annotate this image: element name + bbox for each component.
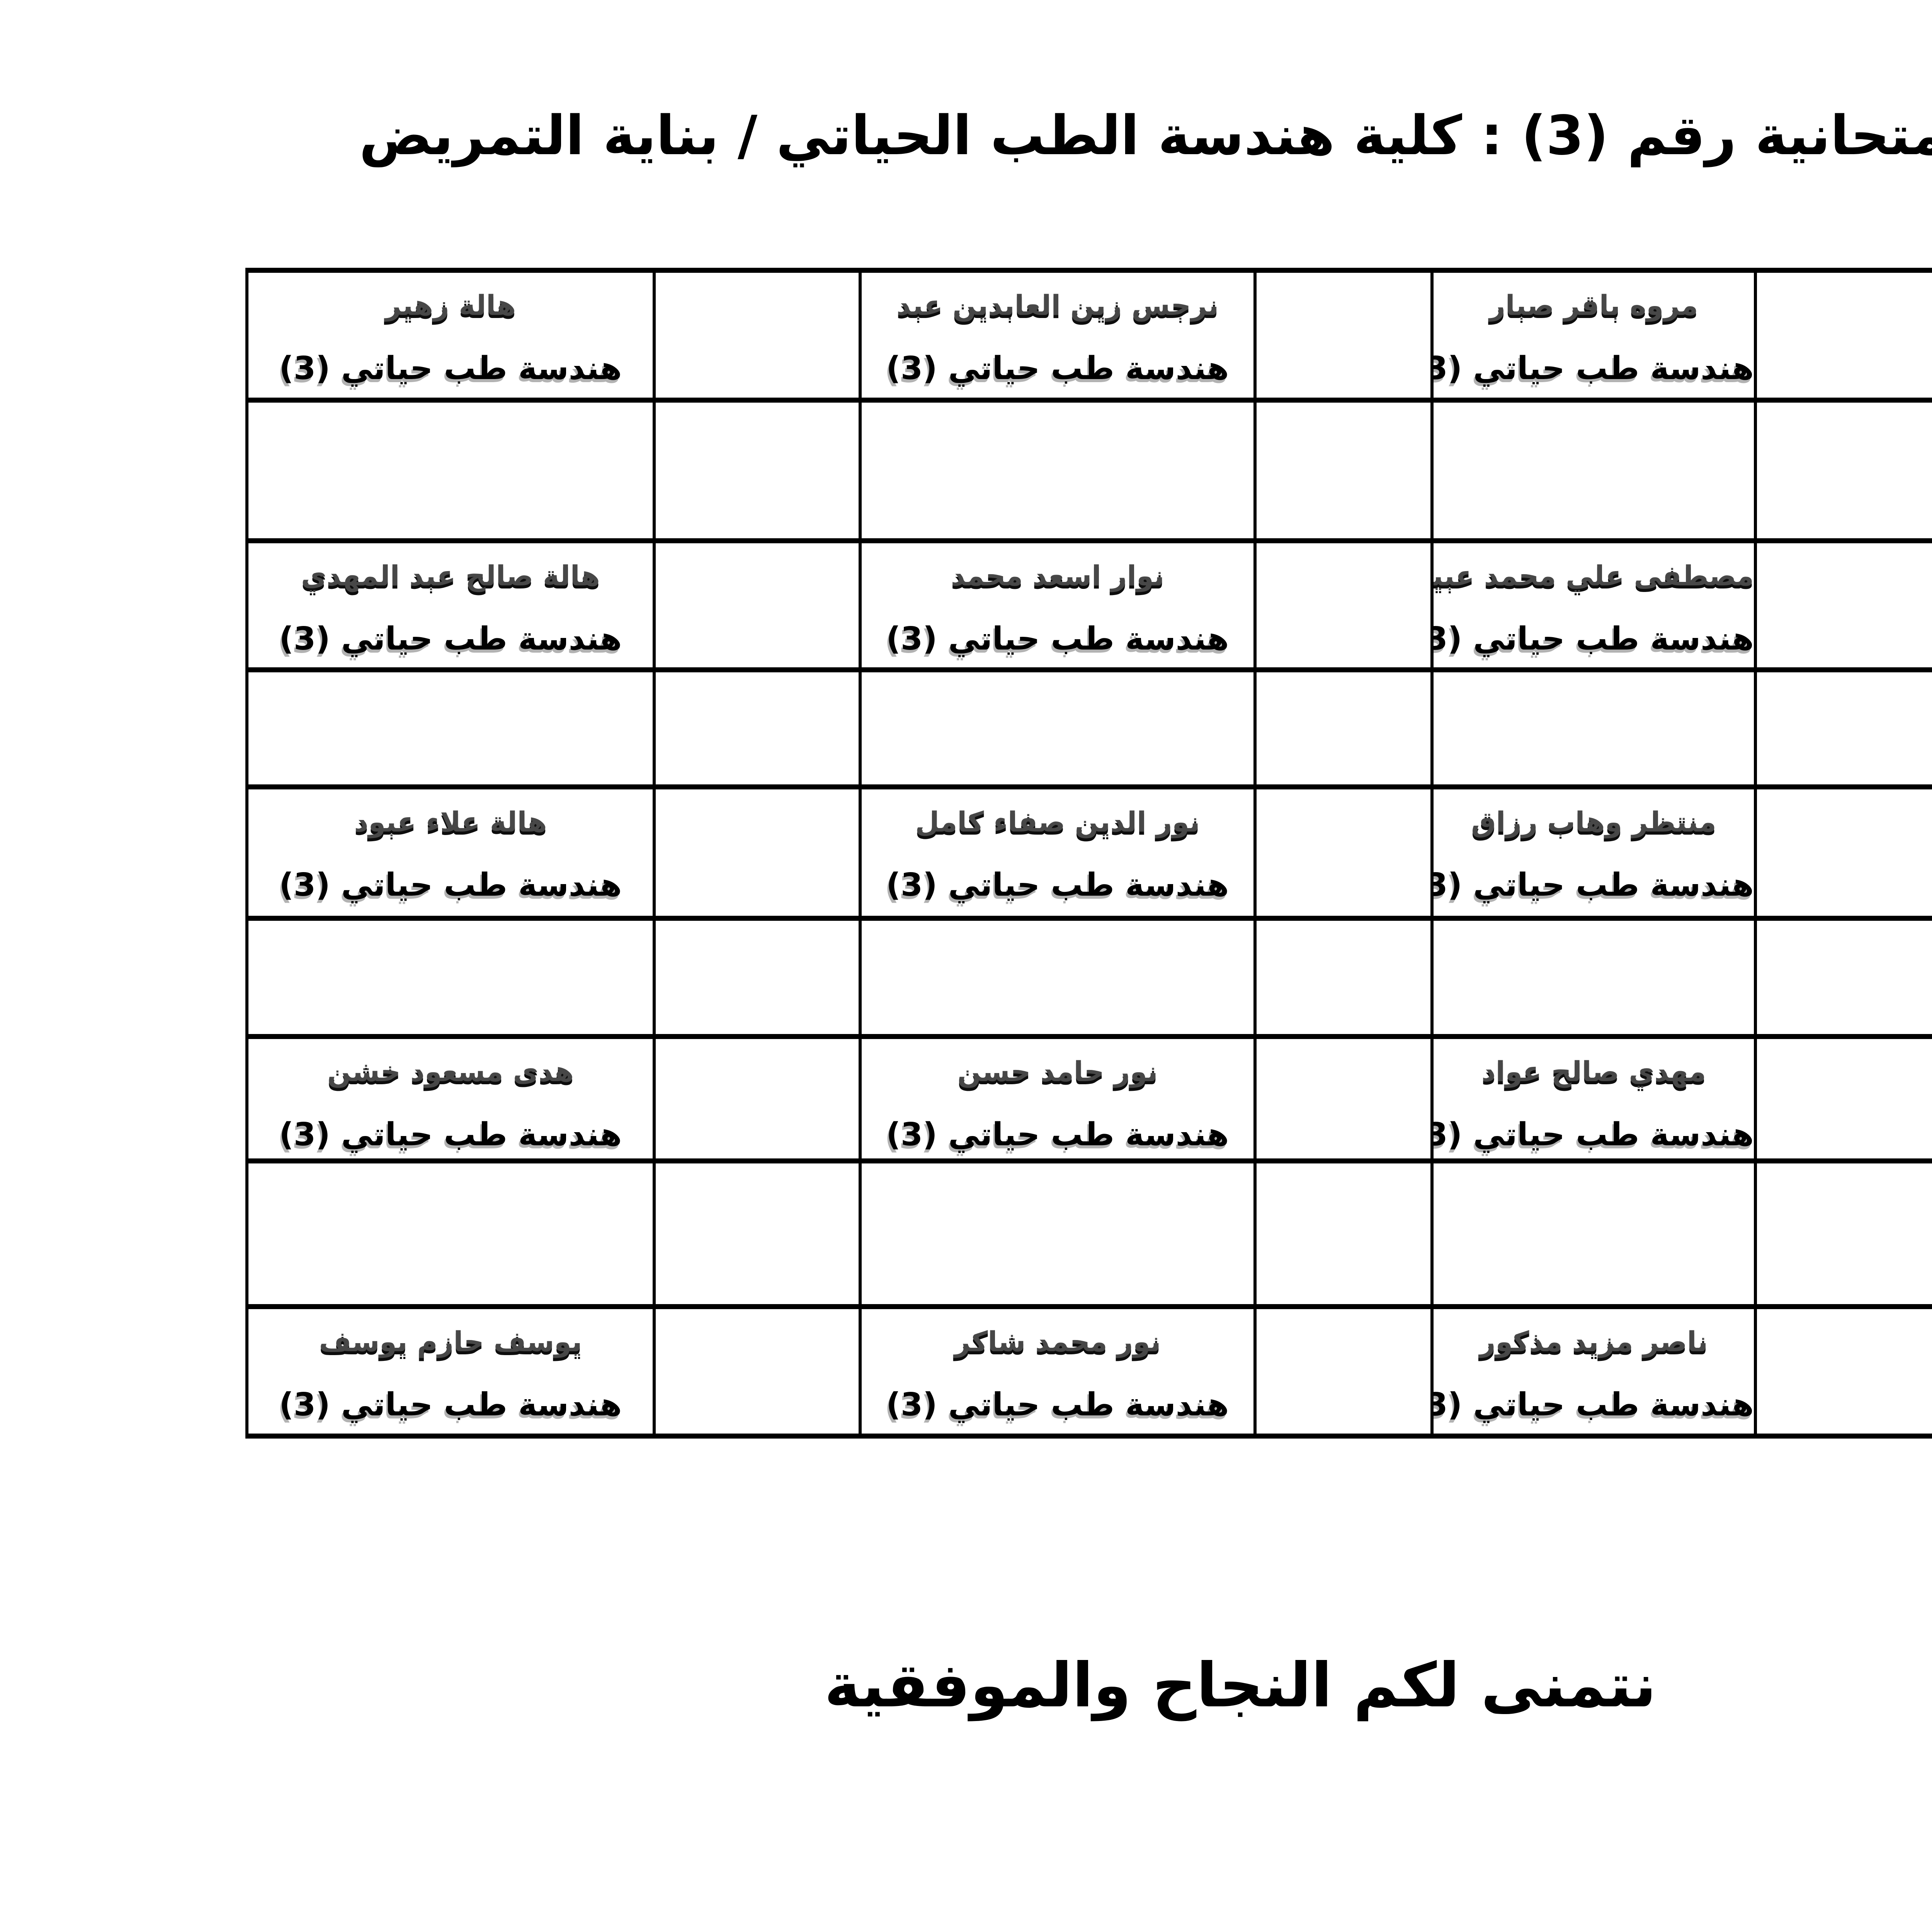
spacer-row bbox=[245, 1158, 1932, 1309]
gap-cell bbox=[1754, 398, 1932, 543]
student-name: هالة علاء عبود bbox=[354, 806, 547, 838]
seat-cell: هالة زهير هندسة طب حياتي (3) bbox=[245, 268, 656, 403]
seat-cell: هالة صالح عبد المهدي هندسة طب حياتي (3) bbox=[245, 538, 656, 672]
seat-row: مرتضى احمد فخر الدين هندسة طب حياتي (3) … bbox=[245, 1034, 1932, 1163]
seat-row: مرتضى وحيد كاظم هندسة طب حياتي (3) ناصر … bbox=[245, 1304, 1932, 1439]
student-name: نور محمد شاكر bbox=[954, 1325, 1161, 1358]
seat-cell: يوسف حازم يوسف هندسة طب حياتي (3) bbox=[245, 1304, 656, 1439]
gap-cell bbox=[1754, 784, 1932, 921]
course-label: هندسة طب حياتي (3) bbox=[886, 621, 1229, 658]
course-label: هندسة طب حياتي (3) bbox=[886, 1386, 1229, 1423]
gap-cell bbox=[1253, 1158, 1434, 1309]
gap-cell bbox=[859, 916, 1257, 1039]
student-name: هدى مسعود خشن bbox=[327, 1055, 574, 1088]
student-name: مهدي صالح عواد bbox=[1481, 1055, 1706, 1088]
gap-cell bbox=[1253, 1034, 1434, 1163]
gap-cell bbox=[1253, 1304, 1434, 1439]
gap-cell bbox=[1754, 268, 1932, 403]
course-label: هندسة طب حياتي (3) bbox=[886, 867, 1229, 904]
gap-cell bbox=[653, 538, 862, 672]
student-name: نور حامد حسن bbox=[957, 1055, 1158, 1088]
seat-cell: نور محمد شاكر هندسة طب حياتي (3) bbox=[859, 1304, 1257, 1439]
gap-cell bbox=[1754, 1034, 1932, 1163]
gap-cell bbox=[1754, 1158, 1932, 1309]
gap-cell bbox=[653, 1304, 862, 1439]
gap-cell bbox=[1430, 667, 1757, 789]
spacer-row bbox=[245, 916, 1932, 1039]
course-label: هندسة طب حياتي (3) bbox=[886, 350, 1229, 387]
student-name: مروه باقر صبار bbox=[1489, 289, 1698, 321]
spacer-row bbox=[245, 667, 1932, 789]
gap-cell bbox=[859, 398, 1257, 543]
seat-row: محمد عاشور هندسة طب حياتي (3) مروه باقر … bbox=[245, 268, 1932, 403]
gap-cell bbox=[1754, 1304, 1932, 1439]
course-label: هندسة طب حياتي (3) bbox=[279, 867, 622, 904]
student-name: مصطفى علي محمد عبيد bbox=[1432, 560, 1754, 592]
seat-cell: مهدي صالح عواد هندسة طب حياتي (3) bbox=[1430, 1034, 1757, 1163]
gap-cell bbox=[653, 1034, 862, 1163]
course-label: هندسة طب حياتي (3) bbox=[1435, 1116, 1754, 1153]
student-name: يوسف حازم يوسف bbox=[319, 1325, 582, 1358]
page-title: القاعة الإمتحانية رقم (3) : كلية هندسة ا… bbox=[359, 104, 1932, 167]
gap-cell bbox=[1430, 916, 1757, 1039]
gap-cell bbox=[1253, 916, 1434, 1039]
gap-cell bbox=[1430, 398, 1757, 543]
gap-cell bbox=[653, 784, 862, 921]
seat-cell: مصطفى علي محمد عبيد هندسة طب حياتي (3) bbox=[1430, 538, 1757, 672]
seat-cell: مروه باقر صبار هندسة طب حياتي (3) bbox=[1430, 268, 1757, 403]
gap-cell bbox=[1253, 398, 1434, 543]
gap-cell bbox=[653, 268, 862, 403]
student-name: منتظر وهاب رزاق bbox=[1471, 806, 1716, 838]
seat-cell: نوار اسعد محمد هندسة طب حياتي (3) bbox=[859, 538, 1257, 672]
student-name: نور الدين صفاء كامل bbox=[915, 806, 1200, 838]
seat-cell: نور الدين صفاء كامل هندسة طب حياتي (3) bbox=[859, 784, 1257, 921]
seat-row: محمد عباس فاضل هندسة طب حياتي (3) مصطفى … bbox=[245, 538, 1932, 672]
course-label: هندسة طب حياتي (3) bbox=[1435, 867, 1754, 904]
gap-cell bbox=[1754, 916, 1932, 1039]
gap-cell bbox=[245, 916, 656, 1039]
gap-cell bbox=[1754, 667, 1932, 789]
seat-cell: منتظر وهاب رزاق هندسة طب حياتي (3) bbox=[1430, 784, 1757, 921]
gap-cell bbox=[859, 667, 1257, 789]
seat-cell: هدى مسعود خشن هندسة طب حياتي (3) bbox=[245, 1034, 656, 1163]
gap-cell bbox=[859, 1158, 1257, 1309]
gap-cell bbox=[245, 398, 656, 543]
student-name: هالة صالح عبد المهدي bbox=[301, 560, 600, 592]
student-name: نوار اسعد محمد bbox=[951, 560, 1165, 592]
student-name: ناصر مزيد مذكور bbox=[1479, 1325, 1708, 1358]
gap-cell bbox=[245, 667, 656, 789]
student-name: هالة زهير bbox=[385, 289, 516, 321]
gap-cell bbox=[245, 1158, 656, 1309]
gap-cell bbox=[653, 398, 862, 543]
seat-cell: هالة علاء عبود هندسة طب حياتي (3) bbox=[245, 784, 656, 921]
footer-note: نتمنى لكم النجاح والموفقية bbox=[824, 1650, 1656, 1721]
course-label: هندسة طب حياتي (3) bbox=[279, 1116, 622, 1153]
course-label: هندسة طب حياتي (3) bbox=[279, 350, 622, 387]
seat-row: محمد ليث نعمة هندسة طب حياتي (3) منتظر و… bbox=[245, 784, 1932, 921]
gap-cell bbox=[1754, 538, 1932, 672]
seating-table: محمد عاشور هندسة طب حياتي (3) مروه باقر … bbox=[245, 268, 1932, 1439]
seat-cell: نور حامد حسن هندسة طب حياتي (3) bbox=[859, 1034, 1257, 1163]
gap-cell bbox=[1430, 1158, 1757, 1309]
seat-cell: نرجس زين العابدين عبد هندسة طب حياتي (3) bbox=[859, 268, 1257, 403]
gap-cell bbox=[1253, 538, 1434, 672]
course-label: هندسة طب حياتي (3) bbox=[1435, 1386, 1754, 1423]
student-name: نرجس زين العابدين عبد bbox=[896, 289, 1219, 321]
gap-cell bbox=[653, 1158, 862, 1309]
course-label: هندسة طب حياتي (3) bbox=[279, 1386, 622, 1423]
gap-cell bbox=[1253, 667, 1434, 789]
course-label: هندسة طب حياتي (3) bbox=[1435, 621, 1754, 658]
spacer-row bbox=[245, 398, 1932, 543]
gap-cell bbox=[1253, 784, 1434, 921]
gap-cell bbox=[653, 667, 862, 789]
gap-cell bbox=[653, 916, 862, 1039]
seat-cell: ناصر مزيد مذكور هندسة طب حياتي (3) bbox=[1430, 1304, 1757, 1439]
course-label: هندسة طب حياتي (3) bbox=[886, 1116, 1229, 1153]
course-label: هندسة طب حياتي (3) bbox=[279, 621, 622, 658]
gap-cell bbox=[1253, 268, 1434, 403]
course-label: هندسة طب حياتي (3) bbox=[1435, 350, 1754, 387]
